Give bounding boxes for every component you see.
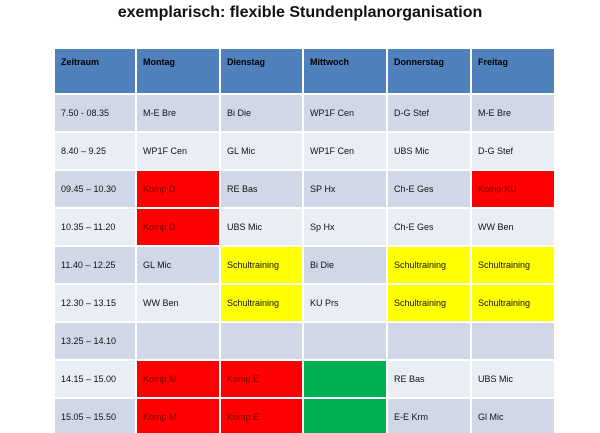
header-zeitraum: Zeitraum bbox=[53, 47, 137, 95]
time-slot-cell: 15.05 – 15.50 bbox=[53, 397, 137, 433]
lesson-cell-montag: WP1F Cen bbox=[135, 131, 221, 171]
lesson-cell-montag: Komp D bbox=[135, 169, 221, 209]
lesson-cell-freitag: Komp KU bbox=[470, 169, 556, 209]
lesson-cell-freitag: Schultraining bbox=[470, 283, 556, 323]
table-row: 12.30 – 13.15 WW Ben Schultraining KU Prs Sc… bbox=[53, 283, 556, 323]
table-row: 13.25 – 14.10 bbox=[53, 321, 556, 361]
lesson-cell-montag: M-E Bre bbox=[135, 93, 221, 133]
lesson-cell-mittwoch: SP Hx bbox=[302, 169, 388, 209]
lesson-cell-montag: Komp M bbox=[135, 359, 221, 399]
lesson-cell-dienstag: Schultraining bbox=[219, 245, 304, 285]
lesson-cell-mittwoch bbox=[302, 321, 388, 361]
time-slot-cell: 8.40 – 9.25 bbox=[53, 131, 137, 171]
lesson-cell-mittwoch: KU Prs bbox=[302, 283, 388, 323]
header-dienstag: Dienstag bbox=[219, 47, 304, 95]
lesson-cell-donnerstag: Ch-E Ges bbox=[386, 169, 472, 209]
table-row: 8.40 – 9.25 WP1F Cen GL Mic WP1F Cen UBS Mic… bbox=[53, 131, 556, 171]
table-row: 7.50 - 08.35 M-E Bre Bi Die WP1F Cen D-G Ste… bbox=[53, 93, 556, 133]
lesson-cell-mittwoch: WP1F Cen bbox=[302, 93, 388, 133]
lesson-cell-dienstag: Bi Die bbox=[219, 93, 304, 133]
table-row: 14.15 – 15.00 Komp M Komp E RE Bas UBS Mic bbox=[53, 359, 556, 399]
lesson-cell-freitag: Gl Mic bbox=[470, 397, 556, 433]
header-mittwoch: Mittwoch bbox=[302, 47, 388, 95]
lesson-cell-dienstag: Schultraining bbox=[219, 283, 304, 323]
table-row: 09.45 – 10.30 Komp D RE Bas SP Hx Ch-E Ges Ko… bbox=[53, 169, 556, 209]
lesson-cell-dienstag bbox=[219, 321, 304, 361]
header-freitag: Freitag bbox=[470, 47, 556, 95]
lesson-cell-montag: GL Mic bbox=[135, 245, 221, 285]
lesson-cell-donnerstag: Schultraining bbox=[386, 283, 472, 323]
header-donnerstag: Donnerstag bbox=[386, 47, 472, 95]
time-slot-cell: 10.35 – 11.20 bbox=[53, 207, 137, 247]
lesson-cell-mittwoch: Bi Die bbox=[302, 245, 388, 285]
time-slot-cell: 13.25 – 14.10 bbox=[53, 321, 137, 361]
time-slot-cell: 11.40 – 12.25 bbox=[53, 245, 137, 285]
lesson-cell-freitag: UBS Mic bbox=[470, 359, 556, 399]
lesson-cell-donnerstag: Schultraining bbox=[386, 245, 472, 285]
lesson-cell-donnerstag: RE Bas bbox=[386, 359, 472, 399]
lesson-cell-donnerstag: E-E Krm bbox=[386, 397, 472, 433]
header-montag: Montag bbox=[135, 47, 221, 95]
lesson-cell-dienstag: UBS Mic bbox=[219, 207, 304, 247]
lesson-cell-freitag: WW Ben bbox=[470, 207, 556, 247]
lesson-cell-freitag: D-G Stef bbox=[470, 131, 556, 171]
lesson-cell-donnerstag: UBS Mic bbox=[386, 131, 472, 171]
lesson-cell-montag bbox=[135, 321, 221, 361]
timetable-header: Zeitraum Montag Dienstag Mittwoch Donner… bbox=[53, 47, 556, 95]
lesson-cell-dienstag: Komp E bbox=[219, 359, 304, 399]
table-row: 10.35 – 11.20 Komp D UBS Mic Sp Hx Ch-E Ges W… bbox=[53, 207, 556, 247]
lesson-cell-mittwoch: Sp Hx bbox=[302, 207, 388, 247]
table-row: 11.40 – 12.25 GL Mic Schultraining Bi Die Sc… bbox=[53, 245, 556, 285]
lesson-cell-freitag: Schultraining bbox=[470, 245, 556, 285]
time-slot-cell: 09.45 – 10.30 bbox=[53, 169, 137, 209]
table-row: 15.05 – 15.50 Komp M Komp E E-E Krm Gl Mic bbox=[53, 397, 556, 433]
lesson-cell-donnerstag bbox=[386, 321, 472, 361]
lesson-cell-mittwoch bbox=[302, 359, 388, 399]
lesson-cell-freitag: M-E Bre bbox=[470, 93, 556, 133]
lesson-cell-freitag bbox=[470, 321, 556, 361]
lesson-cell-dienstag: RE Bas bbox=[219, 169, 304, 209]
lesson-cell-donnerstag: Ch-E Ges bbox=[386, 207, 472, 247]
lesson-cell-montag: WW Ben bbox=[135, 283, 221, 323]
timetable: Zeitraum Montag Dienstag Mittwoch Donner… bbox=[53, 47, 556, 433]
time-slot-cell: 7.50 - 08.35 bbox=[53, 93, 137, 133]
header-row: Zeitraum Montag Dienstag Mittwoch Donner… bbox=[53, 47, 556, 95]
lesson-cell-mittwoch bbox=[302, 397, 388, 433]
page-title: exemplarisch: flexible Stundenplanorgani… bbox=[117, 4, 483, 21]
lesson-cell-montag: Komp M bbox=[135, 397, 221, 433]
lesson-cell-donnerstag: D-G Stef bbox=[386, 93, 472, 133]
time-slot-cell: 12.30 – 13.15 bbox=[53, 283, 137, 323]
lesson-cell-dienstag: Komp E bbox=[219, 397, 304, 433]
time-slot-cell: 14.15 – 15.00 bbox=[53, 359, 137, 399]
lesson-cell-mittwoch: WP1F Cen bbox=[302, 131, 388, 171]
lesson-cell-dienstag: GL Mic bbox=[219, 131, 304, 171]
lesson-cell-montag: Komp D bbox=[135, 207, 221, 247]
timetable-body: 7.50 - 08.35 M-E Bre Bi Die WP1F Cen D-G Ste… bbox=[53, 93, 556, 433]
